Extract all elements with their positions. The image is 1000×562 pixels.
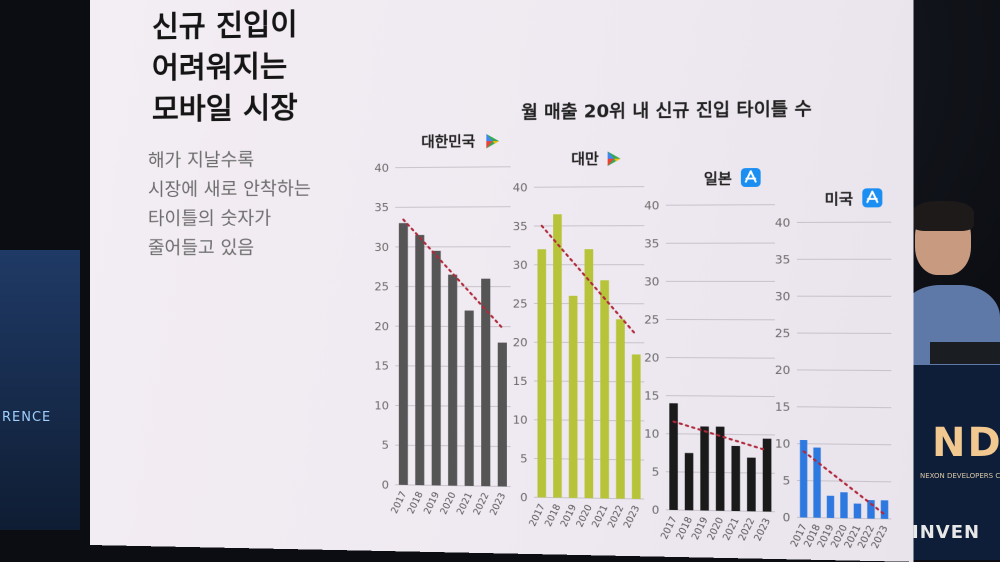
chart-panel-1: 0510152025303540대한민국20172018201920202021… bbox=[374, 133, 510, 518]
y-tick-label: 0 bbox=[520, 491, 527, 505]
x-tick-label: 2023 bbox=[489, 492, 509, 518]
bar bbox=[840, 492, 847, 518]
y-tick-label: 5 bbox=[520, 452, 527, 466]
y-tick-label: 40 bbox=[775, 216, 790, 230]
bar bbox=[685, 453, 694, 510]
y-tick-label: 20 bbox=[644, 351, 659, 365]
y-tick-label: 10 bbox=[644, 427, 659, 441]
y-tick-label: 35 bbox=[644, 237, 659, 251]
y-tick-label: 25 bbox=[775, 327, 790, 341]
chart-panel-3: 0510152025303540일본2017201820192020202120… bbox=[644, 168, 775, 543]
bar bbox=[867, 500, 874, 519]
bar bbox=[537, 249, 546, 497]
y-tick-label: 35 bbox=[374, 201, 389, 214]
google-play-icon bbox=[608, 151, 621, 166]
y-tick-label: 15 bbox=[644, 389, 659, 403]
google-play-icon bbox=[486, 134, 499, 149]
side-screen-text: RENCE bbox=[2, 410, 51, 425]
y-tick-label: 40 bbox=[374, 162, 389, 175]
gridline bbox=[797, 407, 891, 408]
bar bbox=[481, 279, 490, 487]
bar bbox=[881, 500, 888, 519]
presentation-slide: 신규 진입이 어려워지는 모바일 시장 해가 지날수록 시장에 새로 안착하는 … bbox=[90, 0, 914, 562]
y-tick-label: 0 bbox=[783, 511, 791, 525]
gridline bbox=[666, 205, 775, 206]
gridline bbox=[534, 187, 644, 188]
series-label: 대만 bbox=[571, 152, 599, 169]
y-tick-label: 35 bbox=[513, 220, 528, 234]
bar bbox=[553, 214, 562, 497]
y-tick-label: 20 bbox=[374, 320, 389, 333]
bar bbox=[616, 319, 625, 498]
presenter-hair bbox=[912, 201, 974, 231]
y-tick-label: 5 bbox=[783, 474, 791, 488]
gridline bbox=[395, 207, 510, 208]
gridline bbox=[666, 358, 775, 359]
gridline bbox=[797, 370, 891, 371]
bar bbox=[854, 504, 861, 519]
app-store-icon bbox=[741, 168, 761, 187]
ndc-logo: NDC bbox=[932, 420, 1000, 466]
bar bbox=[399, 223, 408, 485]
gridline bbox=[395, 167, 510, 168]
y-tick-label: 15 bbox=[775, 400, 790, 414]
y-tick-label: 25 bbox=[513, 297, 528, 310]
y-tick-label: 5 bbox=[652, 465, 660, 479]
gridline bbox=[666, 396, 775, 397]
series-label: 일본 bbox=[704, 171, 732, 188]
inven-watermark: INVEN bbox=[912, 522, 980, 543]
y-tick-label: 15 bbox=[374, 360, 389, 373]
bar bbox=[600, 280, 609, 498]
y-tick-label: 35 bbox=[775, 253, 790, 267]
y-tick-label: 20 bbox=[775, 363, 790, 377]
chart-panel-4: 0510152025303540미국2017201820192020202120… bbox=[775, 188, 891, 551]
y-tick-label: 10 bbox=[775, 437, 790, 451]
series-label: 대한민국 bbox=[421, 133, 475, 151]
y-tick-label: 40 bbox=[513, 181, 528, 195]
bar bbox=[747, 458, 756, 512]
ndc-subtitle: NEXON DEVELOPERS CON bbox=[920, 472, 1000, 480]
bar bbox=[569, 296, 578, 498]
charts-area: 0510152025303540대한민국20172018201920202021… bbox=[90, 0, 914, 562]
y-tick-label: 0 bbox=[652, 503, 660, 517]
bar bbox=[827, 496, 834, 518]
y-tick-label: 25 bbox=[644, 313, 659, 327]
side-screen-left: RENCE bbox=[0, 250, 80, 530]
bar bbox=[813, 448, 820, 518]
y-tick-label: 30 bbox=[513, 259, 528, 272]
gridline bbox=[797, 480, 891, 481]
series-label: 미국 bbox=[825, 192, 854, 209]
y-tick-label: 10 bbox=[374, 399, 389, 412]
bar bbox=[585, 249, 594, 498]
stage-monitor bbox=[930, 342, 1000, 364]
gridline bbox=[797, 444, 891, 445]
bar bbox=[700, 426, 709, 510]
y-tick-label: 25 bbox=[374, 280, 389, 293]
bar bbox=[498, 343, 507, 487]
bar bbox=[669, 403, 678, 510]
y-tick-label: 30 bbox=[374, 241, 389, 254]
y-tick-label: 15 bbox=[513, 375, 528, 389]
y-tick-label: 40 bbox=[644, 199, 659, 213]
y-tick-label: 30 bbox=[644, 275, 659, 289]
bar bbox=[716, 427, 725, 511]
y-tick-label: 0 bbox=[382, 478, 389, 491]
bar bbox=[465, 311, 474, 486]
presenter-photo bbox=[900, 205, 1000, 360]
bar bbox=[432, 251, 441, 486]
y-tick-label: 10 bbox=[513, 413, 528, 427]
y-tick-label: 5 bbox=[382, 439, 389, 452]
bar bbox=[415, 235, 424, 485]
chart-panel-2: 0510152025303540대만2017201820192020202120… bbox=[513, 151, 644, 530]
y-tick-label: 20 bbox=[513, 336, 528, 350]
bar bbox=[632, 354, 641, 499]
y-tick-label: 30 bbox=[775, 290, 790, 304]
bar bbox=[731, 446, 740, 511]
app-store-icon bbox=[862, 188, 882, 207]
bar bbox=[448, 275, 457, 486]
